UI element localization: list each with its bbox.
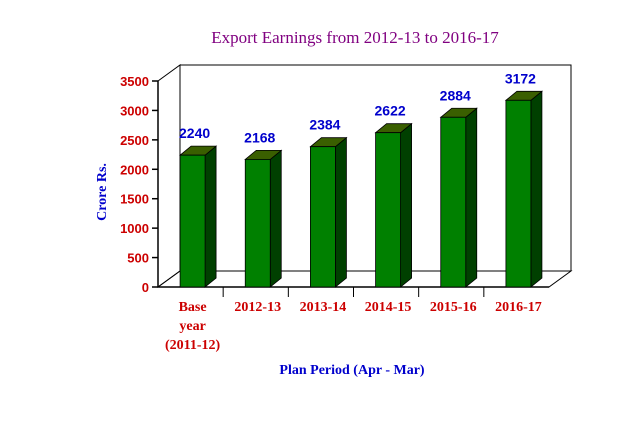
bar bbox=[375, 132, 401, 288]
y-tick-label: 1000 bbox=[120, 221, 149, 236]
y-tick-label: 3000 bbox=[120, 103, 149, 118]
data-label: 2240 bbox=[179, 125, 210, 141]
x-tick-label: (2011-12) bbox=[165, 338, 221, 353]
x-tick-label: 2014-15 bbox=[365, 300, 412, 315]
bar-side bbox=[269, 149, 282, 288]
data-label: 2622 bbox=[375, 103, 406, 119]
y-tick-label: 0 bbox=[142, 280, 149, 295]
left-wall bbox=[157, 64, 181, 288]
y-tick-label: 3500 bbox=[120, 74, 149, 89]
back-wall bbox=[180, 64, 572, 271]
x-tick-label: 2013-14 bbox=[300, 300, 347, 315]
bar-side bbox=[400, 122, 412, 288]
x-axis-title: Plan Period (Apr - Mar) bbox=[279, 363, 424, 378]
y-tick-label: 2500 bbox=[120, 133, 149, 148]
bar bbox=[310, 146, 336, 288]
data-label: 2884 bbox=[440, 87, 471, 103]
plot-area: 0 500 1000 1500 2000 2500 3000 3500 2240 Base year… bbox=[120, 64, 573, 353]
bar-side bbox=[335, 136, 347, 288]
y-tick-label: 2000 bbox=[120, 162, 149, 177]
y-tick-label: 500 bbox=[127, 251, 149, 266]
chart-title: Export Earnings from 2012-13 to 2016-17 bbox=[211, 28, 499, 47]
x-tick-label: Base bbox=[179, 300, 207, 315]
x-tick-label: 2012-13 bbox=[234, 300, 281, 315]
data-label: 2168 bbox=[244, 129, 275, 145]
bar bbox=[440, 116, 467, 288]
bar bbox=[179, 154, 206, 288]
data-label: 2384 bbox=[309, 117, 340, 133]
bar-side bbox=[204, 145, 217, 288]
x-tick-label: year bbox=[179, 319, 205, 334]
y-axis-title: Crore Rs. bbox=[95, 163, 110, 221]
bar-side bbox=[530, 90, 543, 288]
data-label: 3172 bbox=[505, 70, 536, 86]
x-tick-label: 2015-16 bbox=[430, 300, 477, 315]
bar-side bbox=[465, 107, 478, 288]
bar bbox=[505, 99, 532, 288]
bar bbox=[244, 158, 271, 288]
x-tick-label: 2016-17 bbox=[495, 300, 542, 315]
y-tick-label: 1500 bbox=[120, 192, 149, 207]
